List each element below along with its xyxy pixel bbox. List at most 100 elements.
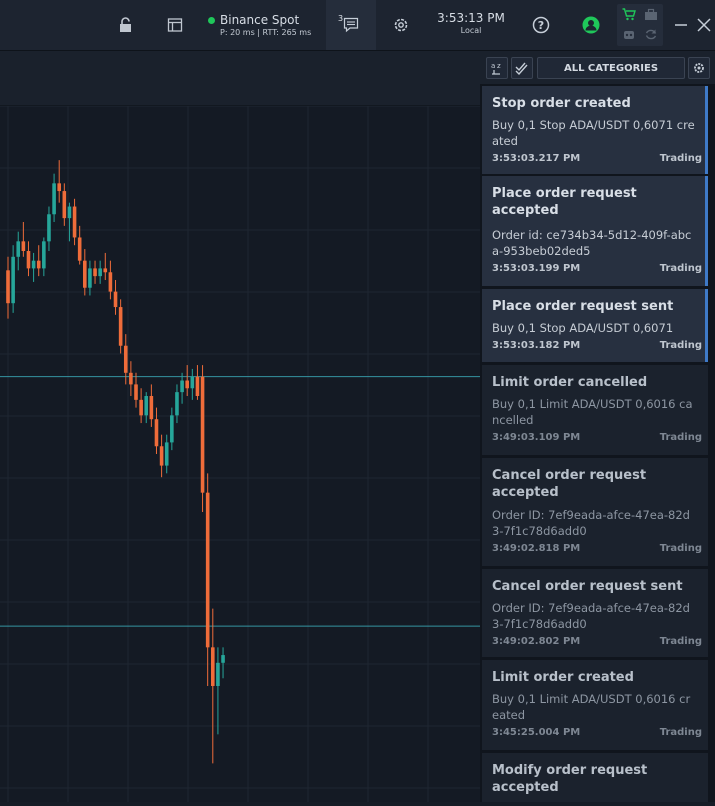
candle-body (93, 268, 97, 277)
candle-body (11, 256, 15, 304)
lock-icon[interactable] (114, 13, 138, 37)
messages-button[interactable]: 3 (326, 0, 376, 50)
event-title: Place order request accepted (492, 186, 637, 218)
event-time: 3:49:02.818 PM (492, 543, 581, 554)
event-title: Cancel order request sent (492, 579, 683, 594)
event-card[interactable]: Limit order cancelled Buy 0,1 Limit ADA/… (482, 365, 708, 455)
candle-body (185, 380, 189, 389)
trading-mode-group (617, 4, 663, 46)
candle-body (26, 251, 31, 269)
candle-body (149, 396, 154, 420)
connection-dot (208, 17, 215, 24)
gear-icon[interactable] (389, 13, 413, 37)
event-category: Trading (659, 727, 702, 738)
candle-body (31, 260, 36, 269)
event-time: 3:49:03.109 PM (492, 432, 581, 443)
event-card[interactable]: Stop order created Buy 0,1 Stop ADA/USDT… (482, 86, 708, 174)
category-filter-dropdown[interactable]: ALL CATEGORIES (537, 57, 685, 79)
candle-body (36, 260, 41, 269)
event-category: Trading (659, 432, 702, 443)
panel-settings-button[interactable] (688, 57, 710, 79)
candle-body (195, 376, 200, 396)
clock: 3:53:13 PM Local (432, 11, 510, 35)
layout-icon[interactable] (163, 13, 187, 37)
event-card[interactable]: Modify order request accepted (482, 753, 708, 802)
event-card[interactable]: Cancel order request accepted Order ID: … (482, 458, 708, 566)
candle-body (170, 415, 174, 443)
candle-body (211, 647, 215, 686)
candle-body (72, 206, 77, 238)
event-title: Stop order created (492, 96, 631, 111)
event-card[interactable]: Cancel order request sent Order ID: 7ef9… (482, 569, 708, 657)
svg-text:a: a (491, 62, 495, 70)
event-category: Trading (659, 153, 702, 164)
event-title: Limit order created (492, 670, 634, 685)
candle-body (103, 268, 108, 273)
event-title: Cancel order request accepted (492, 468, 647, 500)
candle-body (67, 206, 72, 219)
candle-body (77, 237, 82, 261)
connection-name: Binance Spot (220, 13, 300, 27)
candle-body (6, 270, 10, 304)
cart-icon[interactable] (622, 8, 636, 21)
double-check-icon (515, 62, 528, 75)
candle-body (154, 419, 159, 447)
event-message: Order id: ce734b34-5d12-409f-abca-953beb… (492, 228, 692, 258)
candle-body (134, 384, 138, 400)
event-category: Trading (659, 636, 702, 647)
candle-body (159, 446, 164, 466)
candle-body (216, 662, 220, 686)
candle-body (57, 183, 61, 192)
gear-icon (694, 63, 704, 73)
candle-body (164, 442, 169, 466)
event-time: 3:45:25.004 PM (492, 727, 581, 738)
close-icon[interactable] (692, 13, 715, 37)
price-chart[interactable] (0, 105, 480, 802)
refresh-icon[interactable] (644, 28, 658, 41)
candle-body (144, 396, 149, 416)
event-card[interactable]: Place order request accepted Order id: c… (482, 176, 708, 286)
event-message: Buy 0,1 Stop ADA/USDT 0,6071 created (492, 118, 695, 148)
svg-text:?: ? (538, 19, 544, 32)
candle-body (113, 291, 118, 308)
event-message: Order ID: 7ef9eada-afce-47ea-82d3-7f1c78… (492, 601, 690, 631)
event-category: Trading (659, 543, 702, 554)
candle-body (108, 272, 113, 292)
candle-body (62, 191, 67, 219)
help-icon[interactable]: ? (529, 13, 553, 37)
event-title: Modify order request accepted (492, 763, 648, 795)
event-card[interactable]: Place order request sent Buy 0,1 Stop AD… (482, 289, 708, 362)
event-message: Buy 0,1 Limit ADA/USDT 0,6016 created (492, 692, 691, 722)
event-message: Buy 0,1 Stop ADA/USDT 0,6071 (492, 321, 674, 335)
clock-zone: Local (460, 26, 482, 35)
candle-body (52, 183, 56, 215)
candlestick-chart (0, 105, 480, 802)
candle-body (200, 376, 205, 493)
event-category: Trading (659, 263, 702, 274)
clock-time: 3:53:13 PM (437, 11, 505, 25)
mark-all-read-button[interactable] (511, 57, 533, 79)
event-time: 3:49:02.802 PM (492, 636, 581, 647)
minimize-icon[interactable] (669, 13, 693, 37)
event-category: Trading (659, 340, 702, 351)
user-icon[interactable] (579, 13, 603, 37)
candle-body (205, 492, 210, 648)
chart-toolbar (0, 51, 480, 106)
messages-icon (343, 17, 359, 33)
candle-body (98, 268, 102, 277)
event-title: Limit order cancelled (492, 375, 648, 390)
messages-count-badge: 3 (338, 14, 344, 23)
event-message: Buy 0,1 Limit ADA/USDT 0,6016 cancelled (492, 397, 693, 427)
candle-body (47, 214, 51, 242)
svg-text:z: z (497, 62, 501, 70)
briefcase-icon[interactable] (644, 8, 658, 21)
candle-body (123, 345, 128, 373)
event-time: 3:53:03.182 PM (492, 340, 581, 351)
event-card[interactable]: Limit order created Buy 0,1 Limit ADA/US… (482, 660, 708, 750)
robot-icon[interactable] (622, 28, 636, 41)
candle-body (21, 241, 26, 251)
candle-body (221, 655, 225, 663)
